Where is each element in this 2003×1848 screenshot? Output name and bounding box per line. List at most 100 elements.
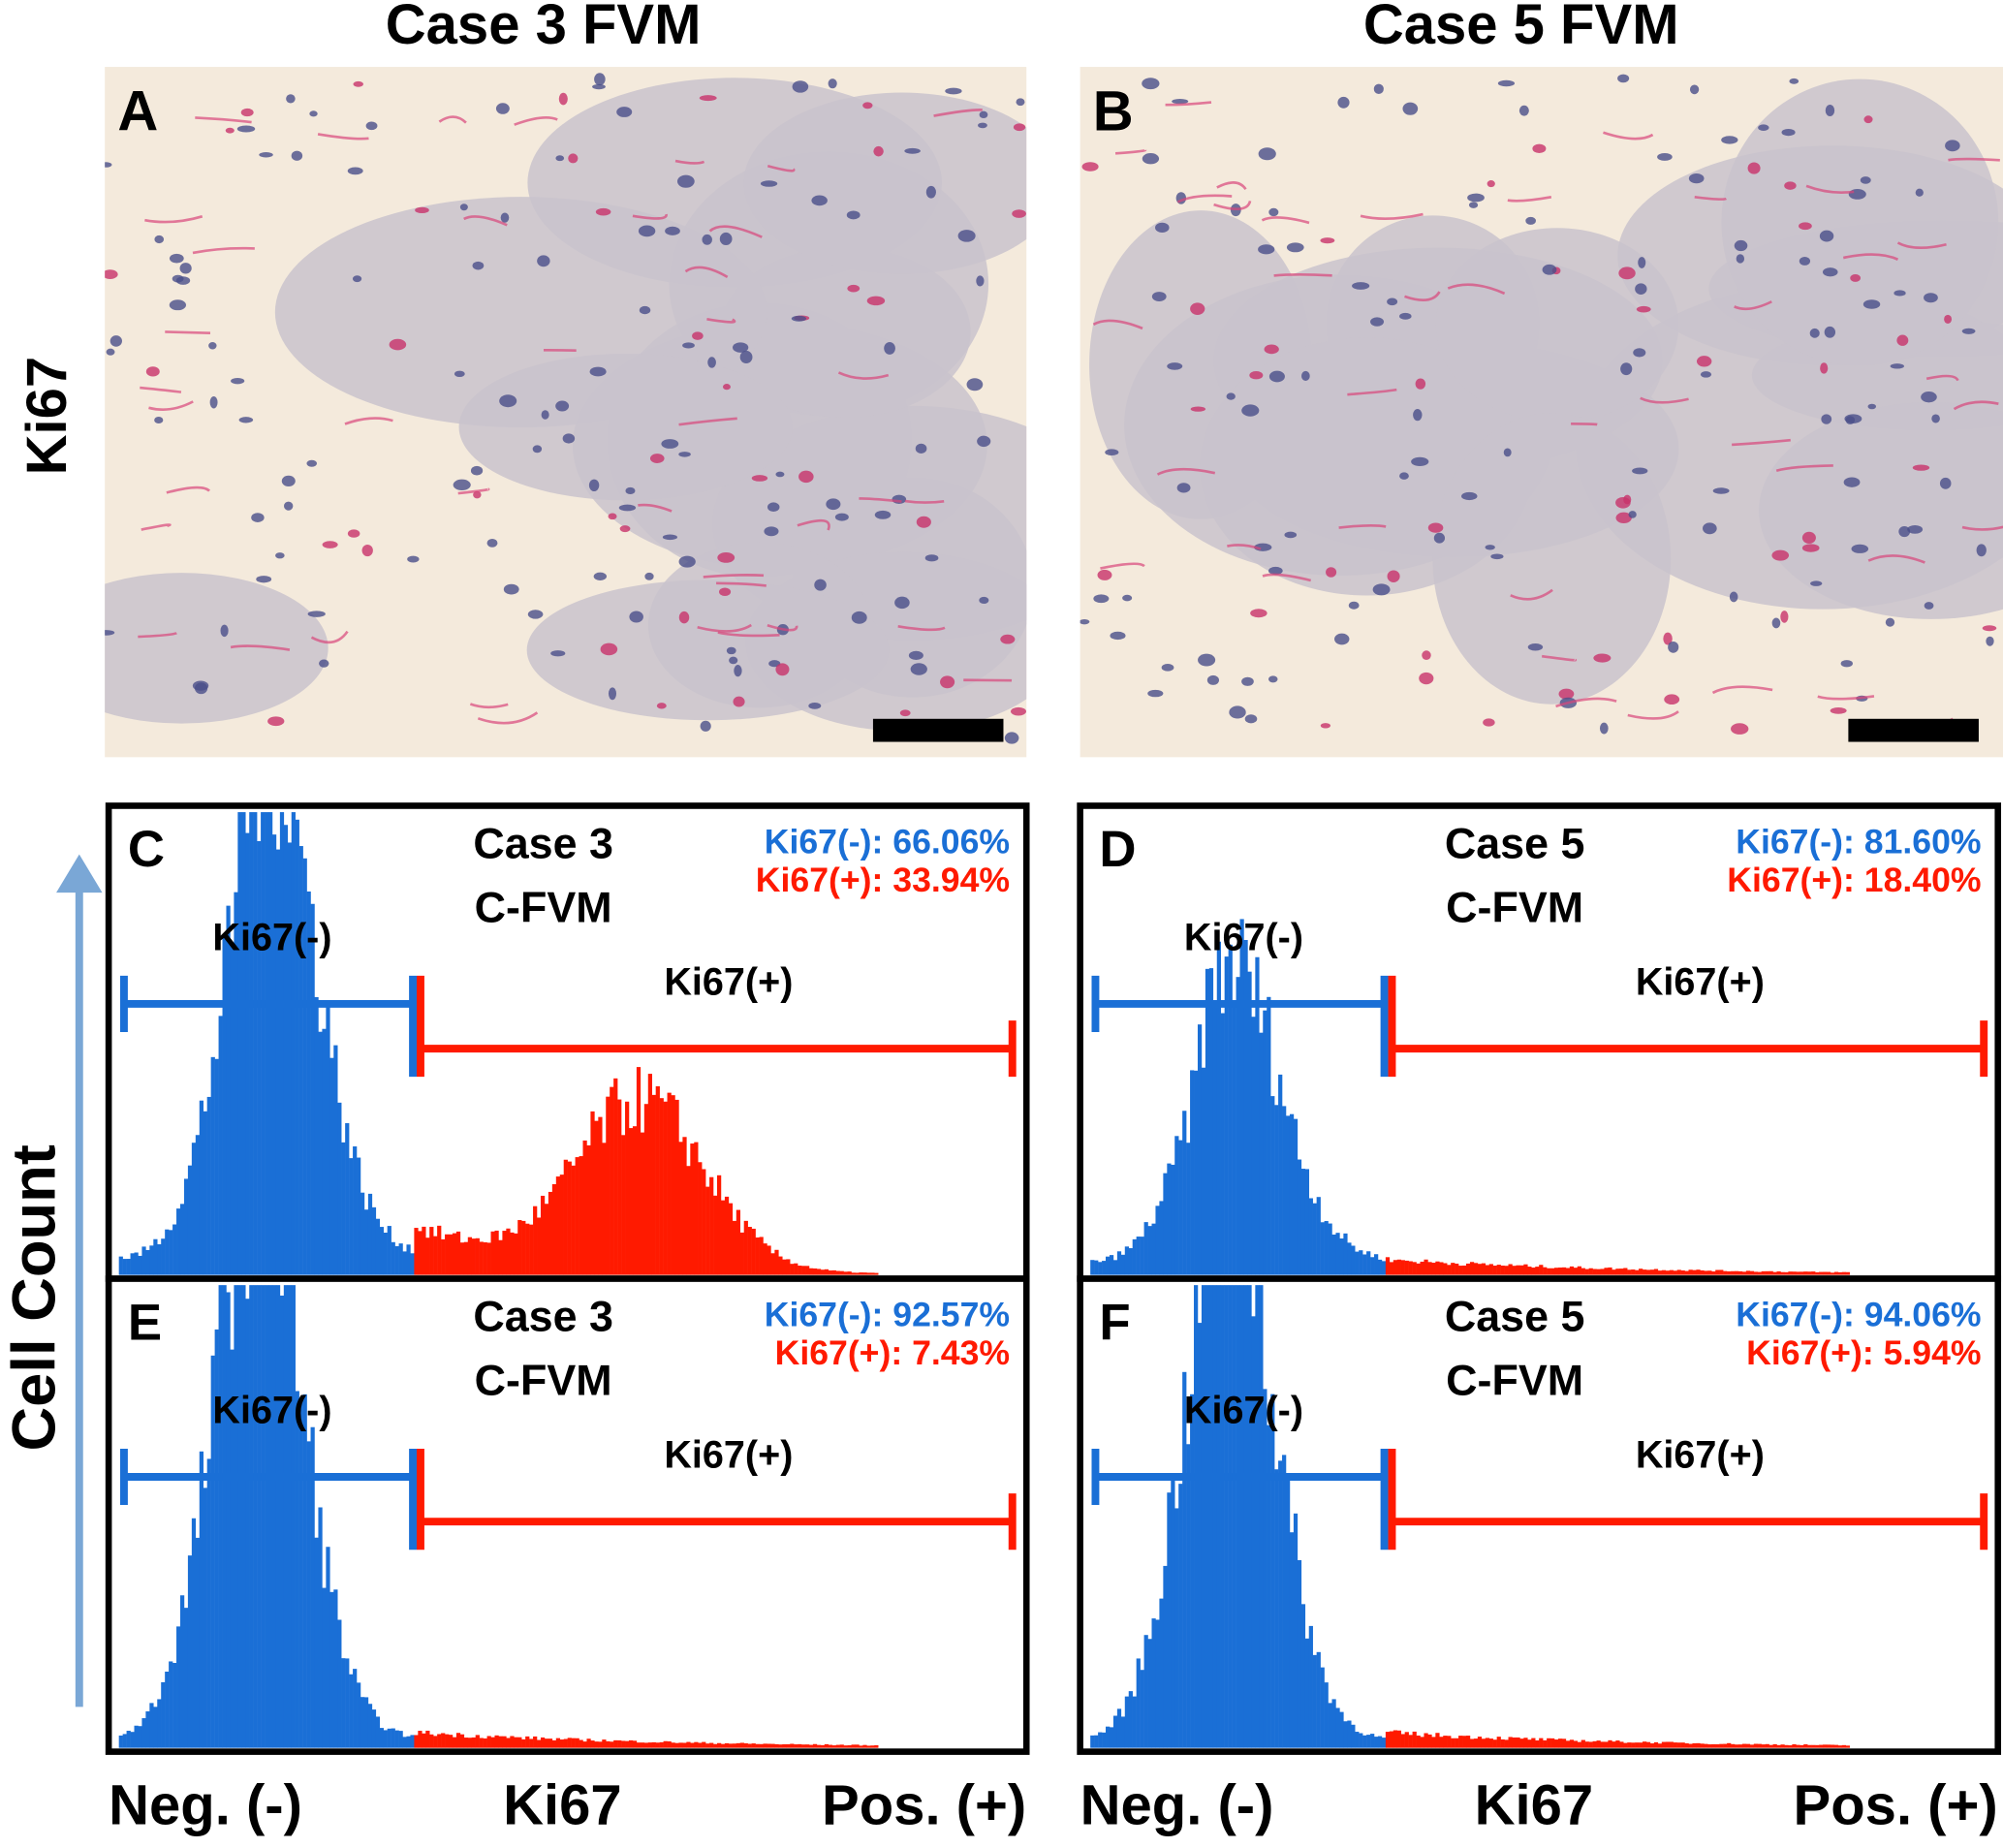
histogram-bar (141, 1718, 146, 1748)
stain-fiber (140, 386, 182, 393)
histogram-bar (1788, 1745, 1793, 1748)
histogram-bar (153, 1707, 158, 1748)
nucleus (1487, 180, 1495, 188)
histogram-bar (544, 1204, 549, 1275)
positive-share: Ki67(+): 5.94% (1746, 1333, 1981, 1372)
nucleus (851, 611, 867, 624)
histogram-bar (1186, 1143, 1191, 1275)
histogram-bar (1393, 1260, 1398, 1275)
nucleus (361, 544, 373, 557)
histogram-bar (265, 1285, 269, 1748)
stain-fiber (1262, 573, 1312, 582)
nucleus (1258, 147, 1276, 161)
histogram-bar (1381, 1738, 1387, 1748)
histogram-bar (1190, 1394, 1195, 1748)
histogram-bar (502, 1231, 507, 1275)
histogram-bar (1688, 1269, 1693, 1275)
histogram-bar (843, 1745, 848, 1748)
histogram-bar (141, 1246, 146, 1275)
histogram-bar (118, 1256, 123, 1275)
nucleus (1700, 371, 1712, 378)
nucleus (1862, 299, 1881, 309)
positive-share: Ki67(+): 7.43% (775, 1333, 1010, 1372)
histogram-bar (767, 1743, 771, 1748)
histogram-bar (625, 1101, 630, 1275)
histogram-bar (353, 1669, 358, 1748)
nucleus (291, 150, 303, 161)
nucleus (719, 587, 732, 597)
histogram-bar (249, 1285, 254, 1748)
histogram-bar (1727, 1742, 1732, 1748)
stain-fiber (706, 318, 736, 324)
histogram-bar (1396, 1259, 1401, 1275)
histogram-bar (1826, 1271, 1831, 1275)
nucleus (1840, 660, 1853, 668)
nucleus (834, 513, 849, 521)
nucleus (733, 696, 745, 707)
nucleus (1226, 392, 1236, 400)
nucleus (1801, 544, 1820, 552)
nucleus (532, 445, 543, 454)
nucleus (1924, 602, 1934, 610)
histogram-bar (1374, 1737, 1379, 1748)
histogram-bar (345, 1123, 350, 1275)
histogram-bar (774, 1743, 779, 1748)
histogram-bar (1833, 1271, 1839, 1275)
histogram-bar (1094, 1735, 1099, 1748)
histogram-bar (798, 1266, 802, 1275)
histogram-bar (1473, 1738, 1479, 1748)
histogram-bar (1328, 1703, 1332, 1748)
histogram-bar (1504, 1266, 1509, 1275)
histogram-bar (445, 1734, 450, 1748)
histogram-bar (1377, 1736, 1383, 1748)
column-title: Case 3 FVM (386, 0, 702, 56)
histogram-bar (816, 1744, 822, 1748)
histogram-bar (1408, 1735, 1413, 1748)
histogram-bar (1424, 1259, 1428, 1275)
histogram-bar (651, 1094, 656, 1275)
histogram-bar (1396, 1730, 1401, 1748)
histogram-bar (839, 1270, 844, 1275)
nucleus (638, 225, 656, 237)
histogram-bar (751, 1228, 756, 1275)
stain-fiber (192, 246, 255, 255)
negative-share: Ki67(-): 94.06% (1736, 1296, 1981, 1334)
histogram-bar (1304, 1169, 1310, 1275)
histogram-bar (1643, 1269, 1647, 1275)
nucleus (639, 305, 651, 315)
scale-bar (1848, 718, 1979, 742)
nucleus (678, 555, 696, 568)
histogram-bar (191, 1518, 197, 1748)
stain-fiber (1775, 464, 1833, 473)
histogram-bar (1615, 1269, 1620, 1275)
histogram-bar (210, 1056, 215, 1275)
x-axis-label: Ki67 (1475, 1773, 1594, 1836)
nucleus (811, 195, 828, 206)
nucleus (826, 498, 841, 511)
histogram-bar (1569, 1266, 1575, 1275)
nucleus (1422, 650, 1431, 661)
histogram-bar (1500, 1265, 1505, 1275)
nucleus (1729, 591, 1738, 603)
histogram-bar (555, 1738, 561, 1748)
histogram-bar (1485, 1265, 1489, 1275)
histogram-bar (694, 1741, 699, 1748)
nucleus (1122, 594, 1133, 602)
negative-share: Ki67(-): 66.06% (765, 822, 1010, 861)
nucleus (169, 299, 187, 311)
histogram-bar (1220, 1285, 1225, 1748)
histogram-bar (1112, 1260, 1118, 1275)
histogram-bar (1366, 1735, 1371, 1748)
nucleus (1161, 663, 1174, 672)
histogram-bar (790, 1743, 795, 1748)
histogram-bar (563, 1738, 568, 1748)
nucleus (940, 675, 955, 689)
histogram-bar (559, 1175, 564, 1275)
histogram-bar (1171, 1164, 1175, 1275)
histogram-bar (322, 1028, 327, 1275)
histogram-bar (1741, 1271, 1747, 1275)
nucleus (281, 475, 296, 487)
histogram-bar (805, 1266, 810, 1275)
histogram-bar (1389, 1731, 1394, 1748)
